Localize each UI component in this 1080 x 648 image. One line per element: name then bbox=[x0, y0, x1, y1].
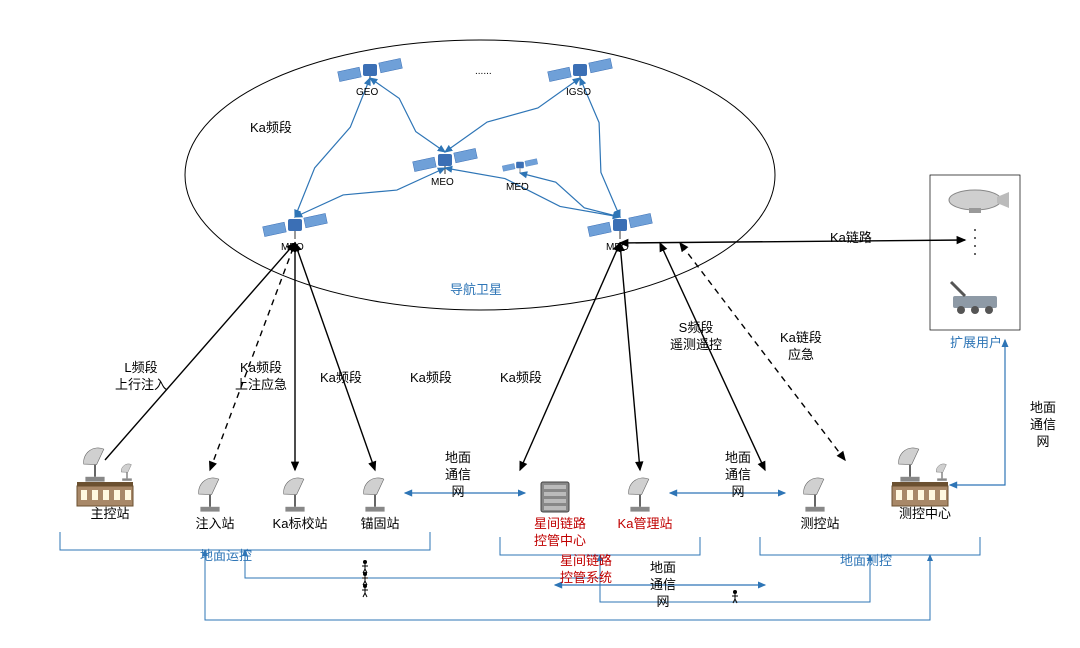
station-label-ttcctr: 测控中心 bbox=[890, 506, 960, 523]
group-label-2: 地面测控 bbox=[840, 553, 892, 570]
uplink-label: Ka频段 bbox=[320, 370, 362, 387]
station-label-kamgt: Ka管理站 bbox=[610, 516, 680, 533]
uplink-label: Ka频段 bbox=[410, 370, 452, 387]
station-label-inj: 注入站 bbox=[180, 516, 250, 533]
groundnet-label: 地面通信网 bbox=[725, 450, 751, 501]
uplink-label: S频段遥测遥控 bbox=[670, 320, 722, 354]
station-label-kacal: Ka标校站 bbox=[265, 516, 335, 533]
groundnet-label: 地面通信网 bbox=[650, 560, 676, 611]
ka-band-label: Ka频段 bbox=[250, 120, 292, 137]
station-label-ttc: 测控站 bbox=[785, 516, 855, 533]
uplink-label: Ka频段 bbox=[500, 370, 542, 387]
group-label-1: 星间链路控管系统 bbox=[560, 553, 612, 587]
uplink-label: L频段上行注入 bbox=[115, 360, 167, 394]
uplink-label: Ka链路 bbox=[830, 230, 872, 247]
station-label-islcc: 星间链路控管中心 bbox=[525, 516, 595, 550]
uplink-label: Ka链段应急 bbox=[780, 330, 822, 364]
ext-user-label: 扩展用户 bbox=[950, 335, 1002, 352]
constellation-label: 导航卫星 bbox=[450, 282, 502, 299]
groundnet-label: 地面通信网 bbox=[445, 450, 471, 501]
station-label-anc: 锚固站 bbox=[345, 516, 415, 533]
uplink-label: Ka频段上注应急 bbox=[235, 360, 287, 394]
groundnet-label: 地面通信网 bbox=[1030, 400, 1056, 451]
station-label-mcs: 主控站 bbox=[75, 506, 145, 523]
group-label-0: 地面运控 bbox=[200, 548, 252, 565]
